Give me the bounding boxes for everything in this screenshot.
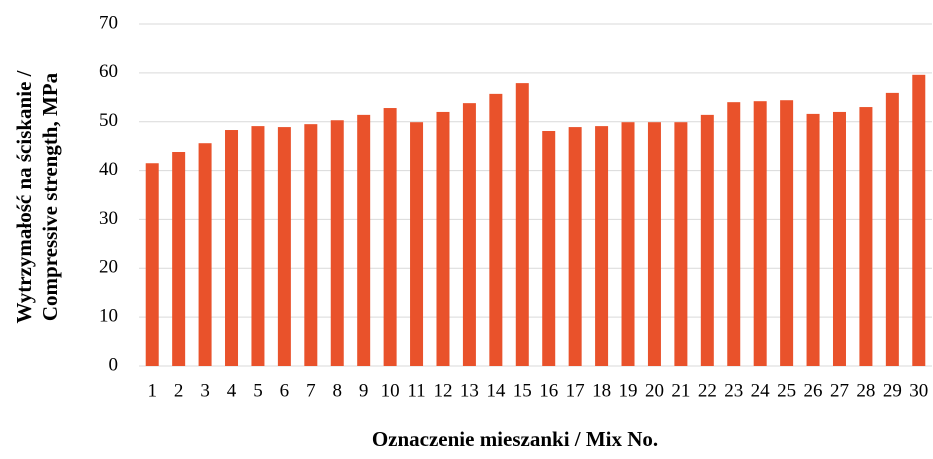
y-tick-label: 60 xyxy=(99,61,118,82)
bar xyxy=(410,122,424,367)
bar xyxy=(542,130,556,366)
bar xyxy=(885,92,899,366)
x-tick-label: 25 xyxy=(777,380,796,401)
y-tick-label: 30 xyxy=(99,208,118,229)
bar xyxy=(489,93,503,366)
y-tick-label: 70 xyxy=(99,12,118,33)
x-axis-title: Oznaczenie mieszanki / Mix No. xyxy=(372,427,658,451)
y-axis-title: Compressive strength, MPa xyxy=(38,72,62,321)
x-tick-label: 13 xyxy=(460,380,479,401)
bar xyxy=(912,74,926,366)
x-tick-label: 7 xyxy=(306,380,316,401)
x-tick-label: 27 xyxy=(830,380,849,401)
x-tick-label: 24 xyxy=(751,380,771,401)
x-tick-label: 19 xyxy=(619,380,638,401)
bar xyxy=(330,120,344,367)
bar xyxy=(225,130,239,366)
x-tick-label: 14 xyxy=(486,380,506,401)
x-tick-label: 28 xyxy=(856,380,875,401)
bar xyxy=(383,108,397,366)
y-tick-label: 20 xyxy=(99,257,118,278)
y-tick-label: 10 xyxy=(99,306,118,327)
bar xyxy=(727,102,741,367)
bar xyxy=(753,101,767,367)
x-tick-label: 30 xyxy=(909,380,928,401)
bar xyxy=(251,126,265,367)
bar xyxy=(832,111,846,366)
x-tick-label: 21 xyxy=(671,380,690,401)
x-tick-label: 26 xyxy=(804,380,823,401)
x-tick-label: 3 xyxy=(200,380,210,401)
x-tick-label: 29 xyxy=(883,380,902,401)
bar xyxy=(674,122,688,367)
bar xyxy=(277,127,291,367)
x-tick-label: 9 xyxy=(359,380,369,401)
bar xyxy=(172,152,186,366)
bar xyxy=(145,163,159,366)
y-tick-label: 0 xyxy=(109,354,119,375)
x-tick-label: 1 xyxy=(147,380,157,401)
x-tick-label: 23 xyxy=(724,380,743,401)
x-tick-label: 8 xyxy=(333,380,343,401)
bar xyxy=(568,127,582,367)
bar xyxy=(806,113,820,366)
y-tick-label: 50 xyxy=(99,110,118,131)
x-tick-label: 22 xyxy=(698,380,717,401)
x-tick-label: 17 xyxy=(566,380,585,401)
x-tick-label: 16 xyxy=(539,380,558,401)
bar xyxy=(304,124,318,367)
bar xyxy=(647,122,661,367)
x-tick-label: 15 xyxy=(513,380,532,401)
x-tick-label: 20 xyxy=(645,380,664,401)
bar xyxy=(780,100,794,367)
x-tick-label: 18 xyxy=(592,380,611,401)
x-tick-label: 5 xyxy=(253,380,263,401)
x-tick-label: 4 xyxy=(227,380,237,401)
bar xyxy=(515,83,529,367)
x-tick-label: 11 xyxy=(407,380,425,401)
bar xyxy=(595,126,609,367)
x-tick-label: 6 xyxy=(280,380,290,401)
y-axis-title: Wytrzymałość na ściskanie / xyxy=(12,69,36,323)
y-tick-label: 40 xyxy=(99,159,118,180)
bar xyxy=(621,122,635,367)
bar xyxy=(462,103,476,367)
x-tick-label: 12 xyxy=(433,380,452,401)
bar xyxy=(859,107,873,367)
bar xyxy=(198,143,212,366)
bar xyxy=(357,114,371,366)
bar xyxy=(436,111,450,366)
x-tick-label: 2 xyxy=(174,380,184,401)
bar xyxy=(700,114,714,366)
x-tick-label: 10 xyxy=(381,380,400,401)
